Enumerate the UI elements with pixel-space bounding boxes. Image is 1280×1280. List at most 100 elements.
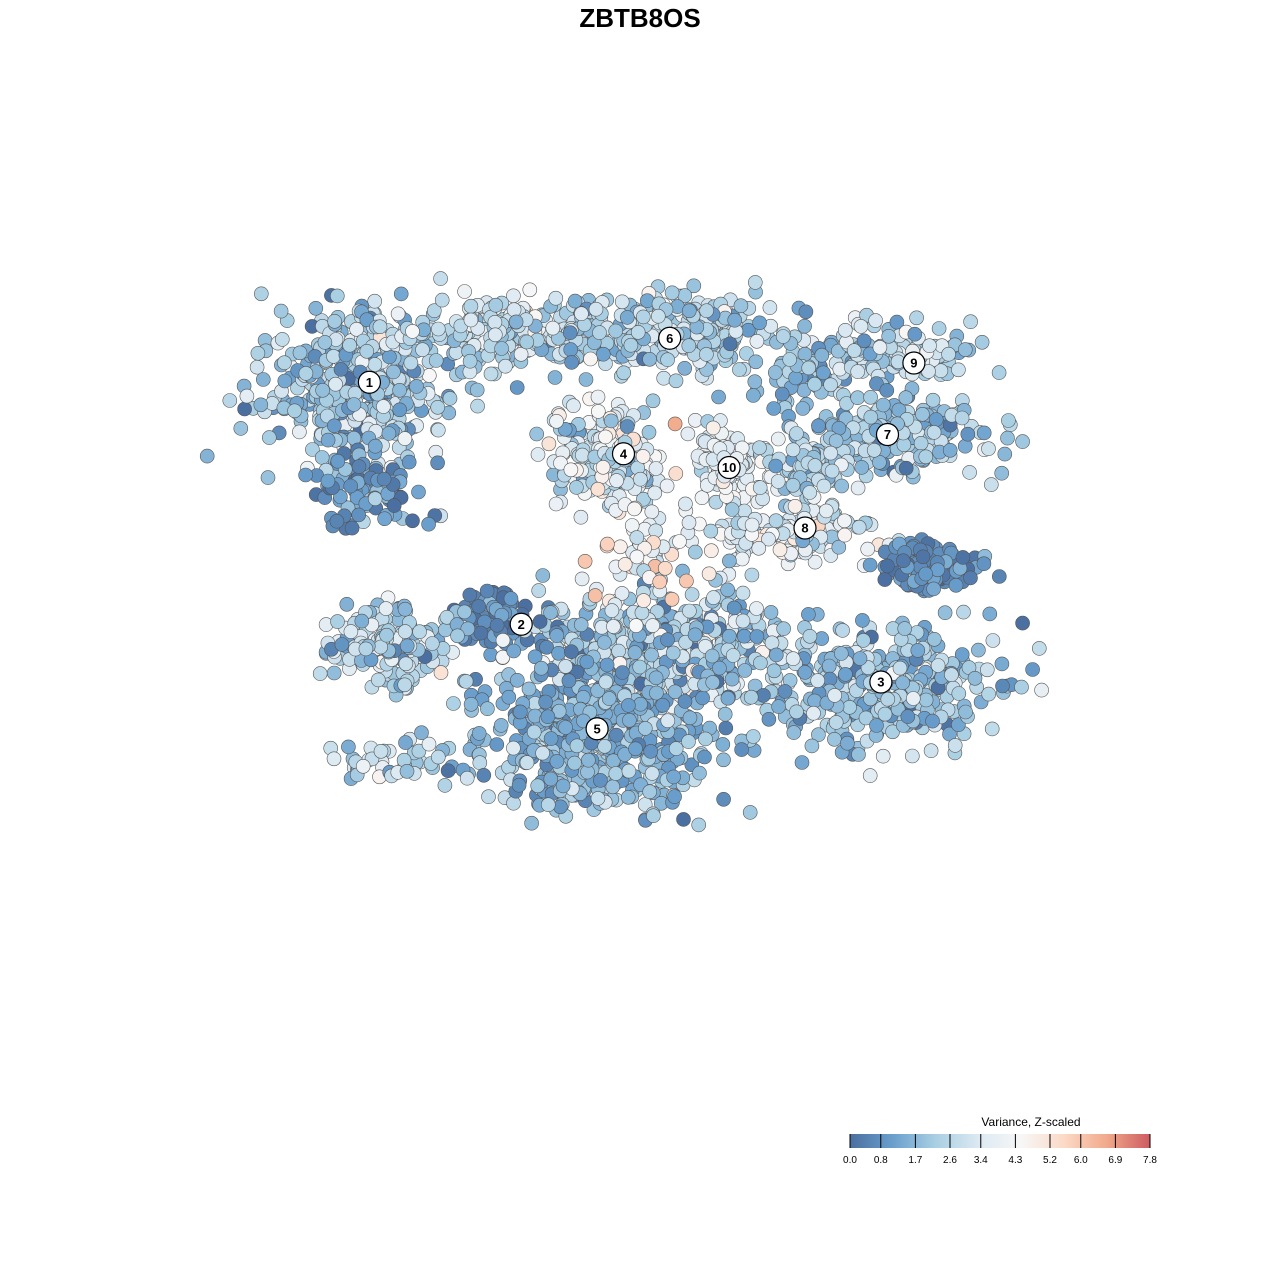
data-point [768, 647, 784, 663]
data-point [872, 340, 888, 355]
data-point [237, 401, 252, 417]
data-point [732, 362, 747, 377]
data-point [349, 321, 364, 337]
data-point [538, 694, 553, 710]
data-point [581, 752, 596, 768]
data-point [592, 325, 607, 340]
data-point [457, 604, 472, 620]
data-point [747, 275, 763, 290]
data-point [752, 315, 767, 331]
cluster-label-7: 7 [875, 422, 900, 447]
cluster-label-marker [658, 326, 682, 350]
data-point [918, 692, 934, 708]
data-point [806, 705, 821, 721]
data-point [856, 333, 872, 349]
data-point [393, 286, 409, 302]
data-point [367, 438, 383, 454]
cluster-label-text: 8 [801, 521, 808, 536]
data-point [600, 536, 615, 552]
data-point [925, 713, 940, 729]
legend-tick-label: 0.8 [874, 1155, 888, 1166]
data-point [344, 520, 360, 536]
data-point [734, 742, 749, 757]
data-point [733, 298, 749, 314]
data-point [692, 765, 707, 781]
data-point [569, 738, 585, 754]
data-point [802, 485, 818, 500]
data-point [974, 334, 990, 350]
legend-tick-label: 7.8 [1143, 1155, 1157, 1166]
data-point [415, 342, 430, 358]
data-point [644, 504, 660, 520]
data-point [457, 284, 472, 299]
data-point [752, 480, 768, 495]
data-point [330, 453, 346, 469]
data-point [880, 691, 896, 707]
data-point [664, 285, 680, 301]
data-point [706, 590, 721, 605]
data-point [877, 572, 893, 587]
data-point [488, 297, 504, 313]
data-point [647, 485, 663, 501]
data-point [539, 639, 554, 655]
data-point [339, 596, 355, 612]
data-point [508, 314, 524, 330]
data-point [668, 373, 684, 389]
data-point [677, 360, 693, 376]
data-point [527, 649, 543, 665]
data-point [273, 303, 289, 319]
points-layer [199, 271, 1049, 833]
data-point [737, 663, 753, 678]
data-point [951, 362, 966, 378]
data-point [489, 617, 505, 633]
data-point [666, 769, 681, 785]
data-point [657, 560, 673, 576]
data-point [428, 353, 444, 368]
cluster-label-3: 3 [869, 670, 893, 694]
data-point [359, 343, 375, 359]
data-point [563, 644, 579, 660]
data-point [1014, 679, 1029, 695]
data-point [687, 412, 703, 428]
data-point [850, 364, 866, 379]
data-point [787, 498, 803, 514]
data-point [277, 373, 293, 389]
data-point [326, 418, 342, 434]
data-point [305, 442, 320, 457]
data-point [346, 397, 362, 412]
data-point [524, 815, 539, 831]
data-point [513, 346, 529, 362]
data-point [261, 430, 277, 445]
data-point [563, 462, 579, 478]
data-point [549, 754, 565, 769]
data-point [545, 320, 561, 336]
data-point [877, 706, 893, 722]
data-point [351, 507, 367, 523]
data-point [440, 763, 456, 779]
data-point [909, 310, 924, 326]
data-point [922, 338, 937, 354]
data-point [905, 691, 921, 706]
data-point [644, 766, 660, 781]
data-point [392, 382, 407, 398]
data-point [827, 731, 842, 747]
data-point [1001, 413, 1016, 428]
data-point [668, 741, 684, 756]
data-point [823, 377, 838, 393]
data-point [748, 354, 764, 370]
data-point [612, 539, 628, 555]
data-point [985, 633, 1001, 648]
data-point [681, 734, 696, 749]
data-point [650, 308, 666, 324]
data-point [628, 741, 643, 757]
data-point [785, 477, 801, 493]
data-point [720, 690, 736, 706]
data-point [963, 314, 978, 330]
data-point [863, 389, 878, 405]
data-point [937, 605, 953, 621]
legend-tick-label: 0.0 [843, 1155, 857, 1166]
data-point [881, 328, 897, 344]
data-point [767, 365, 783, 380]
data-point [199, 448, 215, 464]
data-point [543, 605, 558, 620]
